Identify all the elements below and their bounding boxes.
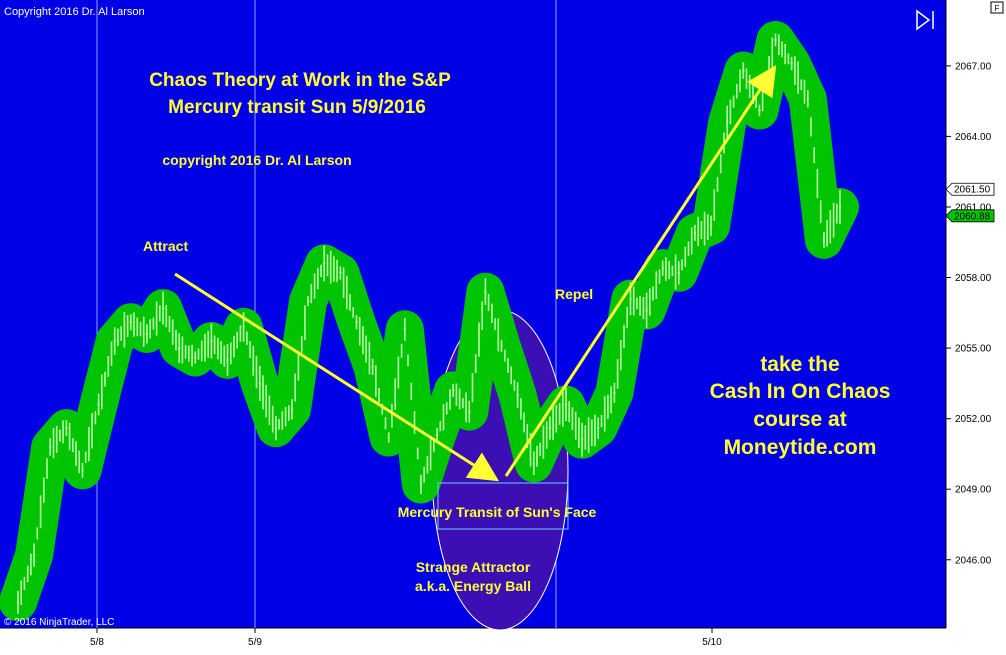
price-point xyxy=(339,271,342,274)
price-point xyxy=(758,109,761,112)
time-axis-panel xyxy=(0,628,946,655)
footer-credit: © 2016 NinjaTrader, LLC xyxy=(4,617,114,628)
x-tick-label: 5/9 xyxy=(248,637,262,648)
price-point xyxy=(194,356,197,359)
price-point xyxy=(790,62,793,65)
price-point xyxy=(484,290,487,293)
x-tick-label: 5/10 xyxy=(702,637,722,648)
price-axis-panel xyxy=(946,0,1006,655)
price-point xyxy=(371,365,374,369)
price-tag-label: 2061.50 xyxy=(954,185,991,196)
price-point xyxy=(97,403,100,406)
price-point xyxy=(806,97,809,101)
y-tick-label: 2058.00 xyxy=(955,273,992,284)
price-point xyxy=(500,344,503,347)
ad-line2: Cash In On Chaos xyxy=(710,380,891,403)
price-point xyxy=(306,299,310,303)
price-tag-box xyxy=(945,209,995,223)
price-point xyxy=(178,346,181,350)
price-point xyxy=(258,382,261,385)
ad-line1: take the xyxy=(760,353,839,376)
price-point xyxy=(145,332,149,336)
transit-label: Mercury Transit of Sun's Face xyxy=(398,504,597,520)
price-point xyxy=(726,121,729,124)
price-point xyxy=(548,426,552,430)
price-point xyxy=(290,408,294,411)
y-tick-label: 2061.00 xyxy=(955,203,992,214)
price-point xyxy=(387,436,390,439)
corner-badge[interactable]: F xyxy=(990,1,1004,14)
price-point xyxy=(645,309,648,312)
price-tag-box xyxy=(945,182,995,196)
price-point xyxy=(838,205,842,209)
price-point xyxy=(274,426,278,430)
price-point xyxy=(403,328,406,331)
price-point xyxy=(435,433,439,437)
strange-attractor-line2: a.k.a. Energy Ball xyxy=(415,578,531,594)
y-tick-label: 2052.00 xyxy=(955,414,992,425)
price-point xyxy=(16,600,20,604)
chart-title-line1: Chaos Theory at Work in the S&P xyxy=(149,70,451,91)
play-toggle-icon[interactable] xyxy=(916,9,934,31)
repel-label: Repel xyxy=(555,286,593,302)
price-point xyxy=(468,410,471,413)
ad-line3: course at xyxy=(753,408,846,431)
price-tags: 2061.50 2060.88 xyxy=(945,182,995,223)
price-point xyxy=(742,69,745,72)
y-tick-label: 2049.00 xyxy=(955,485,992,496)
transit-window-box xyxy=(437,482,569,530)
y-tick-label: 2055.00 xyxy=(955,344,992,355)
price-point xyxy=(709,224,713,227)
price-point xyxy=(580,438,584,441)
price-point xyxy=(452,389,455,392)
y-tick-label: 2067.00 xyxy=(955,61,992,72)
repel-arrow xyxy=(504,64,777,477)
price-point xyxy=(597,426,600,430)
price-point xyxy=(774,38,777,42)
corner-badge-label: F xyxy=(995,4,1000,13)
price-point xyxy=(129,321,132,324)
price-point xyxy=(161,306,165,310)
y-tick-label: 2046.00 xyxy=(955,555,992,566)
price-point xyxy=(532,462,535,465)
price-point xyxy=(629,297,632,300)
chart-title-line2: Mercury transit Sun 5/9/2016 xyxy=(168,97,426,118)
price-point xyxy=(613,391,616,394)
attract-label: Attract xyxy=(143,238,188,254)
copyright-note: copyright 2016 Dr. Al Larson xyxy=(162,152,351,168)
price-point xyxy=(32,553,36,557)
price-point xyxy=(693,231,697,235)
attract-arrow xyxy=(174,272,500,482)
price-tag-label: 2060.88 xyxy=(954,211,991,222)
price-point xyxy=(677,271,680,274)
price-point xyxy=(822,238,826,242)
price-point xyxy=(661,266,664,270)
price-point xyxy=(81,469,84,472)
price-point xyxy=(226,358,229,362)
time-axis: 5/8 5/9 5/10 xyxy=(90,628,722,648)
x-tick-label: 5/8 xyxy=(90,637,104,648)
price-point xyxy=(113,339,116,343)
price-series xyxy=(0,21,859,622)
window-copyright: Copyright 2016 Dr. Al Larson xyxy=(4,6,145,18)
price-axis: 2046.00 2049.00 2052.00 2055.00 2058.00 2061.… xyxy=(946,61,992,566)
price-energy-band xyxy=(0,21,859,622)
price-point xyxy=(49,445,52,449)
price-point xyxy=(419,483,423,486)
y-tick-label: 2064.00 xyxy=(955,132,992,143)
price-point xyxy=(242,325,245,329)
price-point xyxy=(65,426,68,430)
ad-line4: Moneytide.com xyxy=(724,436,877,459)
strange-attractor-line1: Strange Attractor xyxy=(416,559,531,575)
price-point xyxy=(210,339,213,343)
price-point xyxy=(323,262,326,265)
price-point xyxy=(516,393,519,397)
price-point xyxy=(355,321,358,324)
price-point xyxy=(564,403,568,406)
